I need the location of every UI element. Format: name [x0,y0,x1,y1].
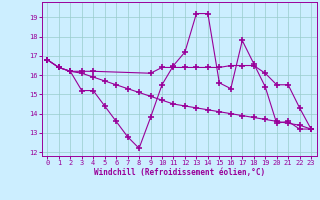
X-axis label: Windchill (Refroidissement éolien,°C): Windchill (Refroidissement éolien,°C) [94,168,265,177]
